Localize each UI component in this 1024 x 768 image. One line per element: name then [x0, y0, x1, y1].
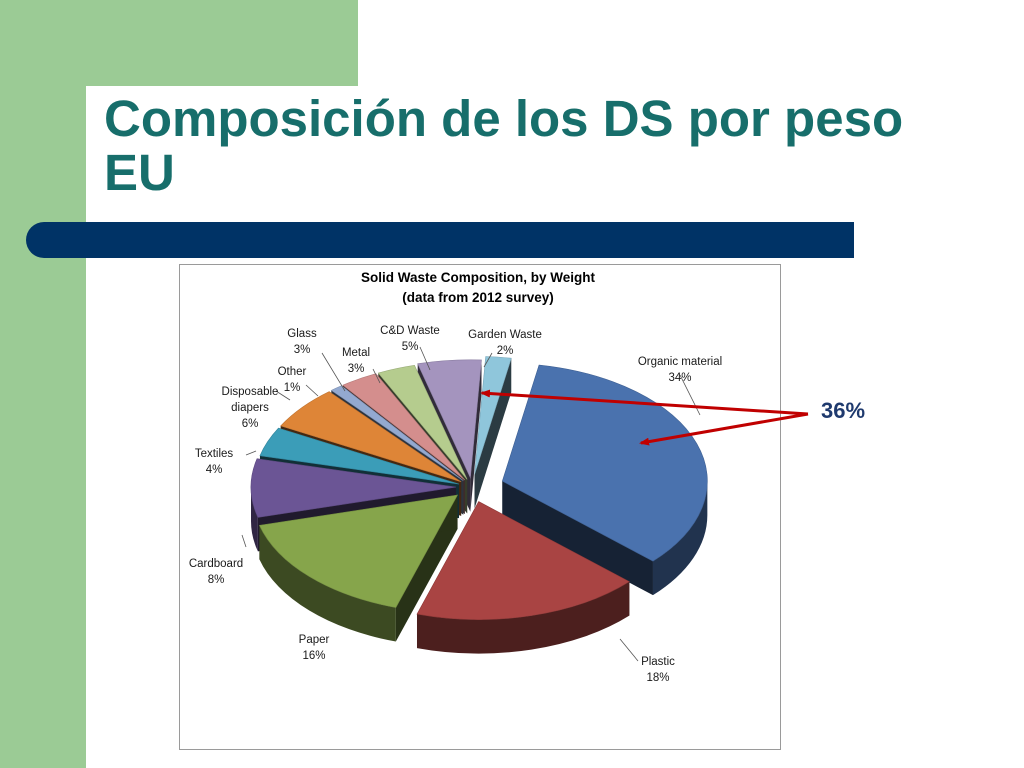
slice-rim: [416, 581, 630, 654]
slice-percent-label: 4%: [206, 464, 223, 476]
chart-title-line-1: Solid Waste Composition, by Weight: [361, 270, 596, 285]
label-leader-line: [419, 346, 431, 371]
slide-title-line-2: EU: [104, 144, 175, 201]
slice-percent-label: 3%: [348, 363, 365, 375]
slice-top: [280, 391, 462, 483]
arrow-to-organic-material: [639, 412, 809, 446]
slice-name-label: Other: [278, 366, 307, 378]
title-area-corner: [86, 86, 358, 226]
slice-percent-label: 16%: [302, 650, 325, 662]
slice-name-label: Cardboard: [189, 558, 243, 570]
slice-name-label: Garden Waste: [468, 329, 542, 341]
chart-frame: Solid Waste Composition, by Weight (data…: [179, 264, 781, 750]
slice-top: [501, 364, 708, 562]
slice-percent-label: 6%: [242, 418, 259, 430]
slice-name-label: Plastic: [641, 656, 675, 668]
slice-percent-label: 1%: [284, 382, 301, 394]
label-leader-line: [372, 368, 381, 384]
slice-rim: [259, 525, 396, 642]
slice-percent-label: 18%: [646, 672, 669, 684]
pie-slice-paper: [258, 494, 459, 642]
label-leader-line: [305, 384, 319, 397]
title-underline-bar: [26, 222, 854, 258]
slice-name-label: Organic material: [638, 356, 722, 368]
slice-percent-label: 2%: [497, 345, 514, 357]
chart-title-line-2: (data from 2012 survey): [402, 290, 554, 305]
slice-cut-face: [502, 481, 653, 596]
label-leader-line: [245, 450, 257, 456]
slice-top: [342, 373, 466, 481]
slice-name-label: Glass: [287, 328, 317, 340]
slice-name-label: Disposable: [222, 386, 279, 398]
green-top-band: [0, 0, 358, 86]
pie-slices: [250, 356, 708, 654]
label-leader-line: [241, 534, 247, 548]
label-leader-line: [321, 352, 346, 392]
slice-name-label: C&D Waste: [380, 325, 440, 337]
pie-chart: Solid Waste Composition, by Weight (data…: [189, 270, 722, 684]
slice-top: [417, 359, 482, 479]
slice-percent-label: 34%: [668, 372, 691, 384]
slice-top: [416, 501, 630, 620]
slice-percent-label: 8%: [208, 574, 225, 586]
label-leader-line: [275, 390, 291, 401]
arrow-to-garden-waste: [480, 389, 809, 416]
slice-name-label: Metal: [342, 347, 370, 359]
pie-labels: Organic material 34% Plastic 18% Paper 16% Car…: [189, 325, 722, 684]
slice-top: [474, 356, 512, 475]
slide-title: Composición de los DS por peso EU: [104, 92, 1004, 200]
label-leader-line: [619, 638, 639, 662]
slice-percent-label: 5%: [402, 341, 419, 353]
slice-cut-face: [395, 495, 458, 642]
slide-title-line-1: Composición de los DS por peso: [104, 90, 904, 147]
slice-top: [259, 427, 460, 485]
slice-top: [250, 458, 457, 518]
slice-percent-label: 3%: [294, 344, 311, 356]
slice-rim: [652, 481, 708, 596]
pie-slice-plastic: [416, 501, 630, 654]
slice-top: [377, 365, 468, 480]
highlight-callout: 36%: [821, 398, 866, 423]
slice-cut-face: [470, 359, 482, 512]
slice-name-label: Textiles: [195, 448, 234, 460]
slice-top: [258, 494, 459, 608]
label-leader-line: [679, 374, 701, 416]
pie-slice-organic-material: [501, 364, 708, 596]
label-leader-line: [483, 352, 493, 368]
slice-name-label: Paper: [299, 634, 330, 646]
slice-name-label: diapers: [231, 402, 269, 414]
green-side-band: [0, 0, 86, 768]
